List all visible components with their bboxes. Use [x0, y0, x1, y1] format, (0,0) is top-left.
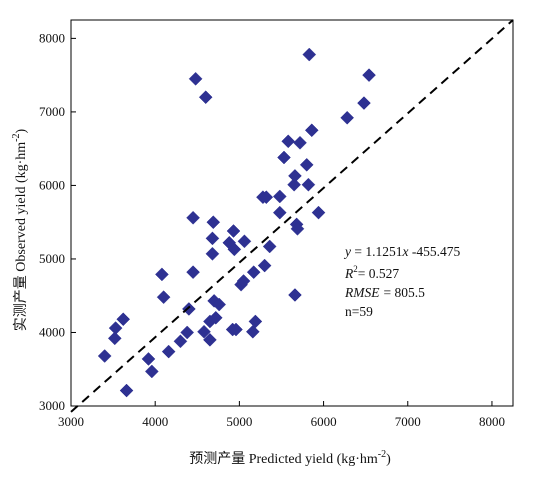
data-point	[246, 265, 261, 280]
x-axis-title: 预测产量 Predicted yield (kg·hm-2)	[189, 449, 391, 467]
data-point	[262, 239, 277, 254]
data-point	[186, 265, 200, 280]
x-tick-label: 8000	[479, 414, 505, 429]
data-point	[227, 242, 242, 257]
data-point	[245, 324, 260, 339]
data-point	[208, 310, 223, 325]
data-point	[362, 68, 376, 82]
data-point	[257, 258, 272, 273]
data-point	[236, 274, 251, 288]
data-point	[248, 314, 263, 329]
sample-size: n=59	[345, 304, 373, 319]
data-point	[299, 157, 314, 172]
data-point	[287, 177, 301, 192]
data-point	[212, 297, 227, 312]
data-point	[144, 364, 159, 379]
data-point	[161, 344, 176, 359]
data-point	[237, 234, 252, 249]
data-point	[288, 169, 302, 183]
data-point	[206, 215, 221, 230]
data-point	[108, 321, 123, 335]
rmse: RMSE = 805.5	[344, 285, 425, 300]
data-points	[97, 47, 376, 398]
y-tick-label: 8000	[39, 30, 65, 45]
data-point	[304, 123, 319, 138]
data-point	[188, 71, 203, 86]
data-point	[186, 210, 200, 225]
y-axis-title: 实测产量 Observed yield (kg·hm-2)	[11, 128, 29, 331]
x-tick-label: 6000	[311, 414, 337, 429]
data-point	[277, 150, 291, 165]
regression-line	[70, 19, 514, 413]
data-point	[97, 349, 112, 363]
plot-area-border	[70, 19, 514, 407]
data-point	[180, 325, 195, 340]
axis-ticks: 3000 4000 5000 6000 7000 8000 3000 4000 5000 6000…	[39, 30, 505, 429]
y-tick-label: 6000	[39, 177, 65, 192]
data-point	[272, 189, 287, 204]
data-point	[116, 312, 131, 327]
y-tick-label: 7000	[39, 104, 65, 119]
x-tick-label: 3000	[58, 414, 84, 429]
data-point	[205, 231, 220, 246]
data-point	[311, 205, 326, 220]
data-point	[198, 90, 213, 105]
y-tick-label: 5000	[39, 251, 65, 266]
x-tick-label: 4000	[142, 414, 168, 429]
data-point	[156, 290, 171, 305]
regression-equation: y = 1.1251x -455.475	[343, 244, 460, 259]
data-point	[290, 221, 305, 236]
y-tick-label: 3000	[39, 398, 65, 413]
plot-frame	[70, 19, 514, 407]
regression-line-group	[70, 19, 514, 413]
data-point	[226, 224, 241, 238]
data-point	[173, 334, 188, 349]
x-tick-label: 7000	[395, 414, 421, 429]
data-point	[203, 332, 217, 347]
data-point	[293, 135, 307, 150]
data-point	[155, 267, 169, 282]
data-point	[272, 205, 287, 220]
data-point	[357, 96, 371, 110]
data-point	[205, 246, 220, 261]
r-squared: R2= 0.527	[344, 264, 399, 281]
data-point	[197, 324, 211, 339]
data-point	[182, 302, 196, 316]
y-tick-label: 4000	[39, 324, 65, 339]
data-point	[302, 47, 317, 62]
data-point	[281, 134, 296, 149]
data-point	[107, 331, 122, 346]
data-point	[229, 322, 243, 337]
data-point	[288, 288, 302, 302]
x-tick-label: 5000	[226, 414, 252, 429]
data-point	[301, 177, 316, 192]
data-point	[119, 383, 134, 398]
data-point	[259, 190, 274, 205]
data-point	[141, 352, 156, 366]
data-point	[340, 110, 354, 125]
